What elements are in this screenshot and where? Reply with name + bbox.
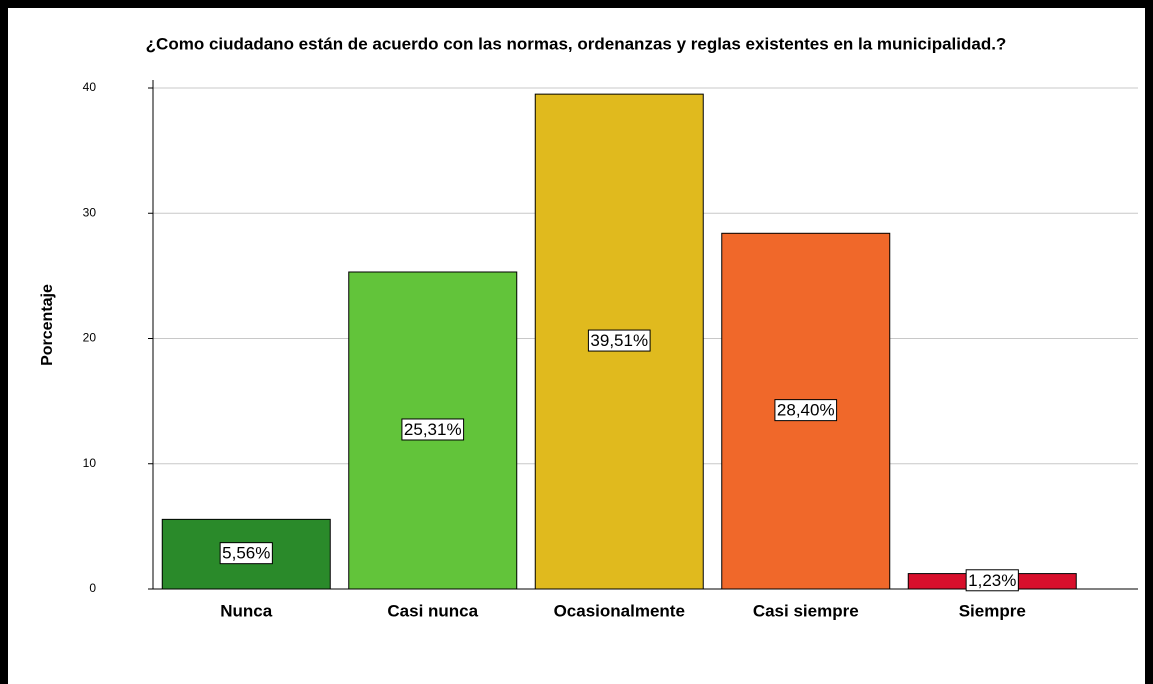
x-tick-label: Ocasionalmente	[554, 601, 685, 620]
value-label-box	[774, 399, 838, 422]
value-label-box	[401, 418, 465, 441]
y-tick-label: 10	[83, 456, 97, 470]
y-tick-label: 30	[83, 205, 97, 219]
y-tick-label: 40	[83, 80, 97, 94]
x-tick-label: Nunca	[220, 601, 273, 620]
x-tick-label: Casi nunca	[387, 601, 478, 620]
value-label: 1,23%	[968, 571, 1016, 590]
value-label: 25,31%	[404, 420, 462, 439]
frame-right	[1145, 0, 1153, 684]
value-label: 28,40%	[777, 401, 835, 420]
x-tick-label: Siempre	[959, 601, 1026, 620]
value-label: 5,56%	[222, 544, 270, 563]
y-tick-label: 0	[89, 581, 96, 595]
chart-title: ¿Como ciudadano están de acuerdo con las…	[146, 34, 1007, 53]
frame-top	[0, 0, 1153, 8]
y-tick-label: 20	[83, 331, 97, 345]
value-label-box	[587, 329, 651, 352]
value-label: 39,51%	[590, 331, 648, 350]
value-label-box	[965, 569, 1019, 592]
x-tick-label: Casi siempre	[753, 601, 859, 620]
value-label-box	[219, 542, 273, 565]
y-axis-label: Porcentaje	[39, 284, 56, 366]
frame-left	[0, 0, 8, 684]
